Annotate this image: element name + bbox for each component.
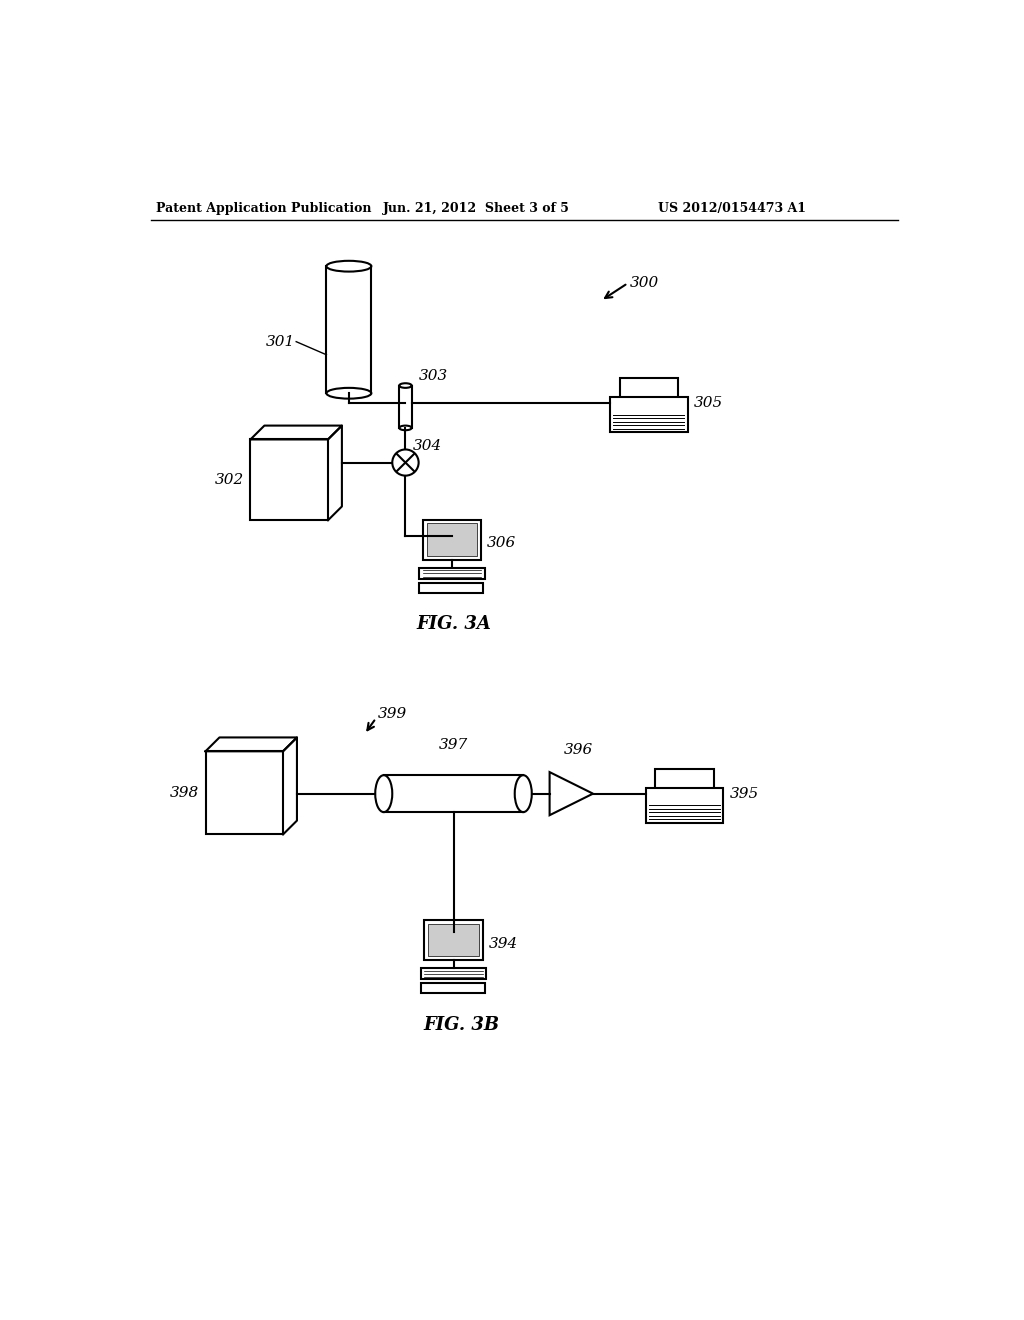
Text: 394: 394 [488, 937, 518, 950]
Bar [206, 751, 283, 834]
Polygon shape [550, 772, 593, 816]
Ellipse shape [375, 775, 392, 812]
Text: 303: 303 [419, 368, 447, 383]
Text: 301: 301 [265, 335, 295, 348]
Text: 300: 300 [630, 276, 659, 290]
Ellipse shape [399, 383, 412, 388]
Bar [610, 397, 687, 432]
Bar [428, 924, 478, 956]
Bar [420, 583, 483, 593]
Ellipse shape [515, 775, 531, 812]
Text: US 2012/0154473 A1: US 2012/0154473 A1 [658, 202, 807, 215]
Bar [427, 523, 477, 556]
Ellipse shape [327, 261, 372, 272]
Bar [423, 520, 481, 560]
Text: 396: 396 [563, 743, 593, 756]
Bar [646, 788, 723, 822]
Circle shape [392, 450, 419, 475]
Bar [424, 920, 482, 960]
Text: Jun. 21, 2012  Sheet 3 of 5: Jun. 21, 2012 Sheet 3 of 5 [383, 202, 570, 215]
Text: 302: 302 [215, 473, 245, 487]
Bar [421, 969, 486, 979]
Text: 306: 306 [487, 536, 516, 550]
Text: Patent Application Publication: Patent Application Publication [156, 202, 372, 215]
Bar [420, 568, 484, 579]
Text: 399: 399 [378, 708, 407, 721]
Text: 395: 395 [729, 787, 759, 801]
Bar [251, 440, 328, 520]
Text: 397: 397 [439, 738, 468, 752]
Ellipse shape [327, 388, 372, 399]
Bar [421, 983, 485, 993]
Text: FIG. 3B: FIG. 3B [423, 1015, 500, 1034]
Text: 305: 305 [693, 396, 723, 411]
Text: 304: 304 [414, 438, 442, 453]
Bar [655, 768, 714, 791]
Ellipse shape [399, 425, 412, 430]
Text: 398: 398 [170, 785, 200, 800]
Bar [620, 379, 678, 400]
Text: FIG. 3A: FIG. 3A [416, 615, 490, 634]
